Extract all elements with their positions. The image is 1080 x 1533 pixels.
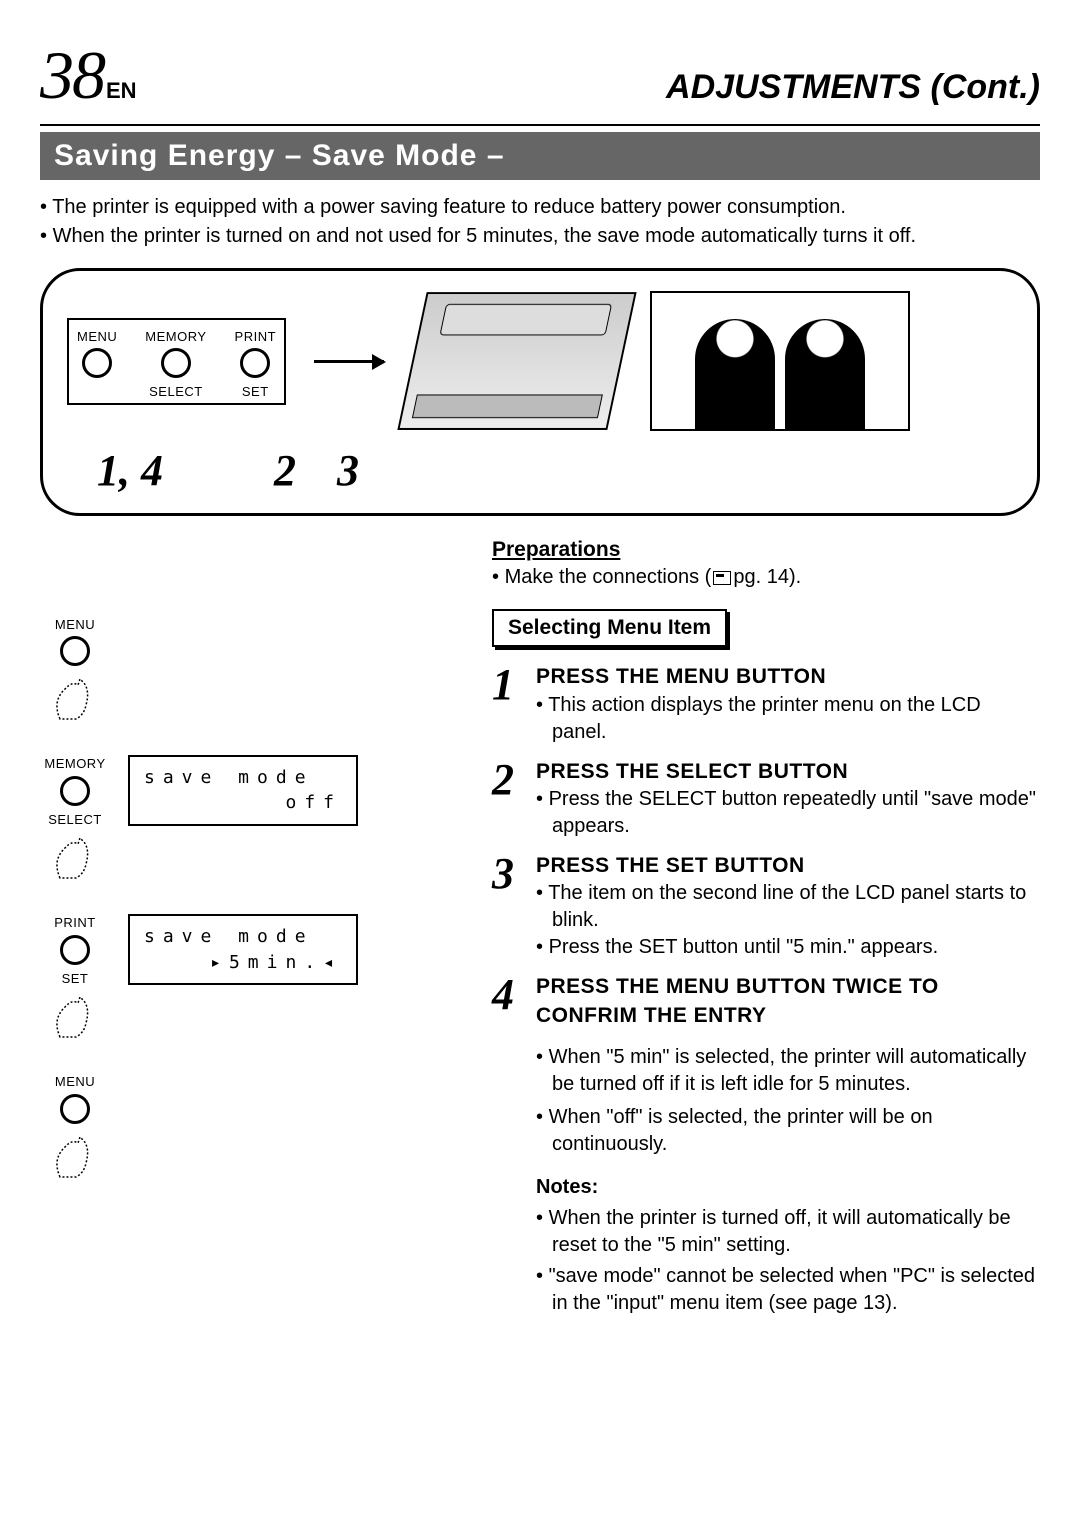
button-label: PRINT <box>54 914 96 932</box>
step-title: PRESS THE SELECT BUTTON <box>536 758 1040 786</box>
step-bullet: Press the SELECT button repeatedly until… <box>536 786 1040 840</box>
lcd-line: save mode <box>144 924 342 949</box>
button-label: MENU <box>55 616 95 634</box>
preparations-text: • Make the connections (pg. 14). <box>492 564 1040 591</box>
button-label: MENU <box>77 328 117 346</box>
person-icon <box>695 319 775 429</box>
page-number-block: 38EN <box>40 30 137 122</box>
menu-button-icon <box>60 636 90 666</box>
connector-arrow-icon <box>314 360 384 363</box>
diagram-frame: MENU MEMORY SELECT PRINT SET <box>40 268 1040 515</box>
lcd-line: save mode <box>144 765 342 790</box>
print-button-icon <box>240 348 270 378</box>
button-label: SELECT <box>48 811 102 829</box>
notes-list: When the printer is turned off, it will … <box>536 1205 1040 1317</box>
people-illustration <box>650 291 910 431</box>
extra-note: When "5 min" is selected, the printer wi… <box>536 1044 1040 1098</box>
step-callout: 2 <box>274 441 296 500</box>
step-number-callouts: 1, 4 2 3 <box>67 441 1013 500</box>
page-ref-icon <box>713 571 731 585</box>
chapter-title: ADJUSTMENTS (Cont.) <box>666 65 1040 111</box>
step-title: PRESS THE MENU BUTTON <box>536 663 1040 691</box>
button-label: SELECT <box>149 383 203 401</box>
preparations-heading: Preparations <box>492 536 1040 564</box>
step-bullet: This action displays the printer menu on… <box>536 692 1040 746</box>
button-label: SET <box>62 970 89 988</box>
finger-press-icon <box>50 671 100 721</box>
menu-button-icon <box>82 348 112 378</box>
lcd-display-1: save mode off <box>128 755 358 825</box>
menu-button-icon <box>60 1094 90 1124</box>
note-item: "save mode" cannot be selected when "PC"… <box>536 1263 1040 1317</box>
intro-bullet: The printer is equipped with a power sav… <box>40 194 1040 221</box>
left-sequence-column: MENU MEMORY SELECT save mode off PRINT S… <box>40 536 460 1321</box>
extra-note: When "off" is selected, the printer will… <box>536 1104 1040 1158</box>
section-title-bar: Saving Energy – Save Mode – <box>40 132 1040 181</box>
button-panel: MENU MEMORY SELECT PRINT SET <box>67 318 286 405</box>
step-1: 1 PRESS THE MENU BUTTON This action disp… <box>492 663 1040 745</box>
press-select-illustration: MEMORY SELECT <box>40 755 110 880</box>
instructions-column: Preparations • Make the connections (pg.… <box>492 536 1040 1321</box>
step-title: PRESS THE SET BUTTON <box>536 852 1040 880</box>
button-label: MENU <box>55 1073 95 1091</box>
finger-press-icon <box>50 989 100 1039</box>
print-button-icon <box>60 935 90 965</box>
step-3: 3 PRESS THE SET BUTTON The item on the s… <box>492 852 1040 961</box>
button-label: SET <box>242 383 269 401</box>
press-set-illustration: PRINT SET <box>40 914 110 1039</box>
page-header: 38EN ADJUSTMENTS (Cont.) <box>40 30 1040 126</box>
device-illustration <box>397 292 636 430</box>
step-number: 2 <box>492 758 536 840</box>
page-lang: EN <box>106 78 137 103</box>
extra-notes: When "5 min" is selected, the printer wi… <box>536 1044 1040 1158</box>
button-label: MEMORY <box>44 755 105 773</box>
finger-press-icon <box>50 830 100 880</box>
step-2: 2 PRESS THE SELECT BUTTON Press the SELE… <box>492 758 1040 840</box>
step-4: 4 PRESS THE MENU BUTTON TWICE TO CONFRIM… <box>492 973 1040 1030</box>
notes-heading: Notes: <box>536 1174 1040 1201</box>
lcd-line: off <box>144 790 342 815</box>
step-bullet: Press the SET button until "5 min." appe… <box>536 934 1040 961</box>
step-bullet: The item on the second line of the LCD p… <box>536 880 1040 934</box>
step-callout: 1, 4 <box>97 441 163 500</box>
finger-press-icon <box>50 1129 100 1179</box>
page-number: 38 <box>40 37 104 113</box>
lcd-display-2: save mode ▸5min.◂ <box>128 914 358 984</box>
note-item: When the printer is turned off, it will … <box>536 1205 1040 1259</box>
step-title: PRESS THE MENU BUTTON TWICE TO CONFRIM T… <box>536 973 1040 1030</box>
button-label: MEMORY <box>145 328 206 346</box>
lcd-line: ▸5min.◂ <box>144 950 342 975</box>
press-menu-illustration: MENU <box>40 616 110 722</box>
memory-button-icon <box>161 348 191 378</box>
button-label: PRINT <box>235 328 277 346</box>
lower-columns: MENU MEMORY SELECT save mode off PRINT S… <box>40 536 1040 1321</box>
step-number: 1 <box>492 663 536 745</box>
subheading-box: Selecting Menu Item <box>492 609 727 647</box>
step-number: 4 <box>492 973 536 1030</box>
step-number: 3 <box>492 852 536 961</box>
press-menu-illustration: MENU <box>40 1073 110 1179</box>
intro-bullets: The printer is equipped with a power sav… <box>40 194 1040 250</box>
intro-bullet: When the printer is turned on and not us… <box>40 223 1040 250</box>
person-icon <box>785 319 865 429</box>
memory-button-icon <box>60 776 90 806</box>
step-callout: 3 <box>337 441 359 500</box>
